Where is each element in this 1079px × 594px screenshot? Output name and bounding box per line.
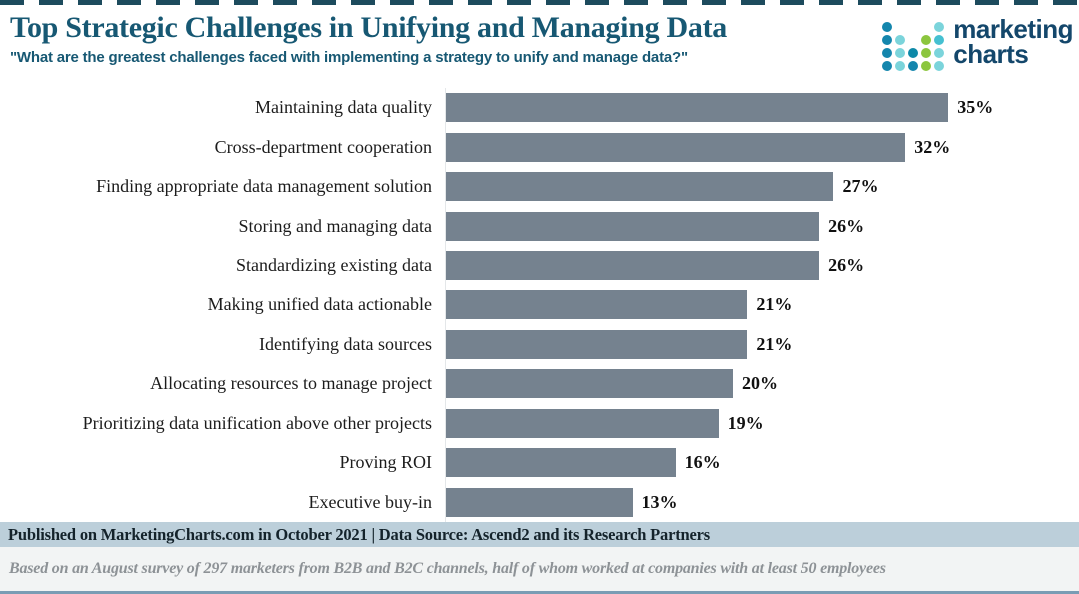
bar-chart: Maintaining data quality 35% Cross-departm… — [0, 88, 1079, 522]
logo-dot — [895, 35, 906, 45]
logo-dot — [895, 48, 906, 58]
logo-dot — [921, 35, 932, 45]
logo-dot — [934, 35, 945, 45]
page-subtitle: "What are the greatest challenges faced … — [10, 48, 688, 66]
logo-text-line1: marketing — [953, 14, 1073, 44]
value-label: 20% — [742, 373, 778, 394]
logo-dot — [921, 48, 932, 58]
category-label: Finding appropriate data management solu… — [96, 176, 432, 197]
value-label: 27% — [842, 176, 879, 197]
category-label: Standardizing existing data — [236, 255, 432, 276]
marketingcharts-logo: marketing charts — [882, 12, 1073, 71]
bar — [446, 408, 719, 438]
bar-track: 35% — [445, 88, 1079, 128]
chart-row: Storing and managing data 26% — [0, 206, 1079, 246]
bar-track: 21% — [445, 324, 1079, 365]
bar-track: 27% — [445, 166, 1079, 207]
logo-dot — [934, 61, 945, 71]
chart-row: Identifying data sources 21% — [0, 324, 1079, 365]
logo-dot-empty — [895, 22, 905, 32]
survey-note: Based on an August survey of 297 markete… — [0, 547, 1079, 594]
category-label: Maintaining data quality — [255, 97, 432, 118]
bar-track: 13% — [445, 482, 1079, 522]
logo-dot — [934, 22, 945, 32]
chart-row: Executive buy-in 13% — [0, 482, 1079, 522]
value-label: 19% — [727, 412, 764, 433]
bar-track: 16% — [445, 443, 1079, 483]
logo-dots — [882, 22, 945, 71]
logo-dot — [895, 61, 906, 71]
bar — [446, 290, 748, 320]
bar — [446, 369, 733, 399]
bar — [446, 132, 906, 162]
bar — [446, 329, 748, 359]
bar-track: 26% — [445, 245, 1079, 286]
logo-dot — [908, 61, 919, 71]
logo-dot-empty — [921, 22, 931, 32]
bar — [446, 211, 820, 241]
value-label: 16% — [684, 452, 721, 473]
value-label: 21% — [756, 333, 793, 354]
bar — [446, 487, 633, 517]
logo-dot — [882, 35, 893, 45]
header: Top Strategic Challenges in Unifying and… — [0, 5, 1079, 88]
logo-dot — [921, 61, 932, 71]
category-label: Identifying data sources — [259, 333, 432, 354]
chart-row: Cross-department cooperation 32% — [0, 127, 1079, 167]
bar — [446, 251, 820, 281]
page-title: Top Strategic Challenges in Unifying and… — [10, 11, 727, 44]
category-label: Proving ROI — [339, 452, 432, 473]
chart-row: Allocating resources to manage project 20… — [0, 364, 1079, 404]
chart-row: Prioritizing data unification above othe… — [0, 403, 1079, 444]
logo-text-line2: charts — [953, 38, 1029, 69]
top-dashed-border — [0, 0, 1079, 5]
category-label: Executive buy-in — [308, 491, 432, 512]
category-label: Making unified data actionable — [207, 294, 432, 315]
category-label: Prioritizing data unification above othe… — [82, 412, 432, 433]
published-banner: Published on MarketingCharts.com in Octo… — [0, 522, 1079, 547]
value-label: 35% — [957, 97, 994, 118]
chart-row: Making unified data actionable 21% — [0, 285, 1079, 325]
logo-text: marketing charts — [953, 14, 1073, 69]
logo-dot — [882, 48, 893, 58]
logo-dot-empty — [908, 22, 918, 32]
bar — [446, 448, 676, 478]
bar-track: 32% — [445, 127, 1079, 167]
chart-row: Finding appropriate data management solu… — [0, 166, 1079, 207]
bar — [446, 172, 834, 202]
logo-dot — [934, 48, 945, 58]
logo-dot — [882, 22, 893, 32]
category-label: Cross-department cooperation — [214, 136, 432, 157]
value-label: 26% — [828, 255, 865, 276]
bar-track: 26% — [445, 206, 1079, 246]
bar-track: 20% — [445, 364, 1079, 404]
chart-row: Proving ROI 16% — [0, 443, 1079, 483]
logo-dot — [908, 48, 919, 58]
chart-row: Standardizing existing data 26% — [0, 245, 1079, 286]
header-text-block: Top Strategic Challenges in Unifying and… — [10, 12, 727, 66]
bar — [446, 93, 949, 123]
chart-row: Maintaining data quality 35% — [0, 88, 1079, 128]
bar-track: 19% — [445, 403, 1079, 444]
logo-dot-empty — [908, 35, 918, 45]
value-label: 26% — [828, 215, 865, 236]
category-label: Allocating resources to manage project — [150, 373, 432, 394]
value-label: 21% — [756, 294, 793, 315]
value-label: 32% — [914, 136, 951, 157]
value-label: 13% — [641, 491, 678, 512]
logo-dot — [882, 61, 893, 71]
bar-track: 21% — [445, 285, 1079, 325]
category-label: Storing and managing data — [238, 215, 432, 236]
